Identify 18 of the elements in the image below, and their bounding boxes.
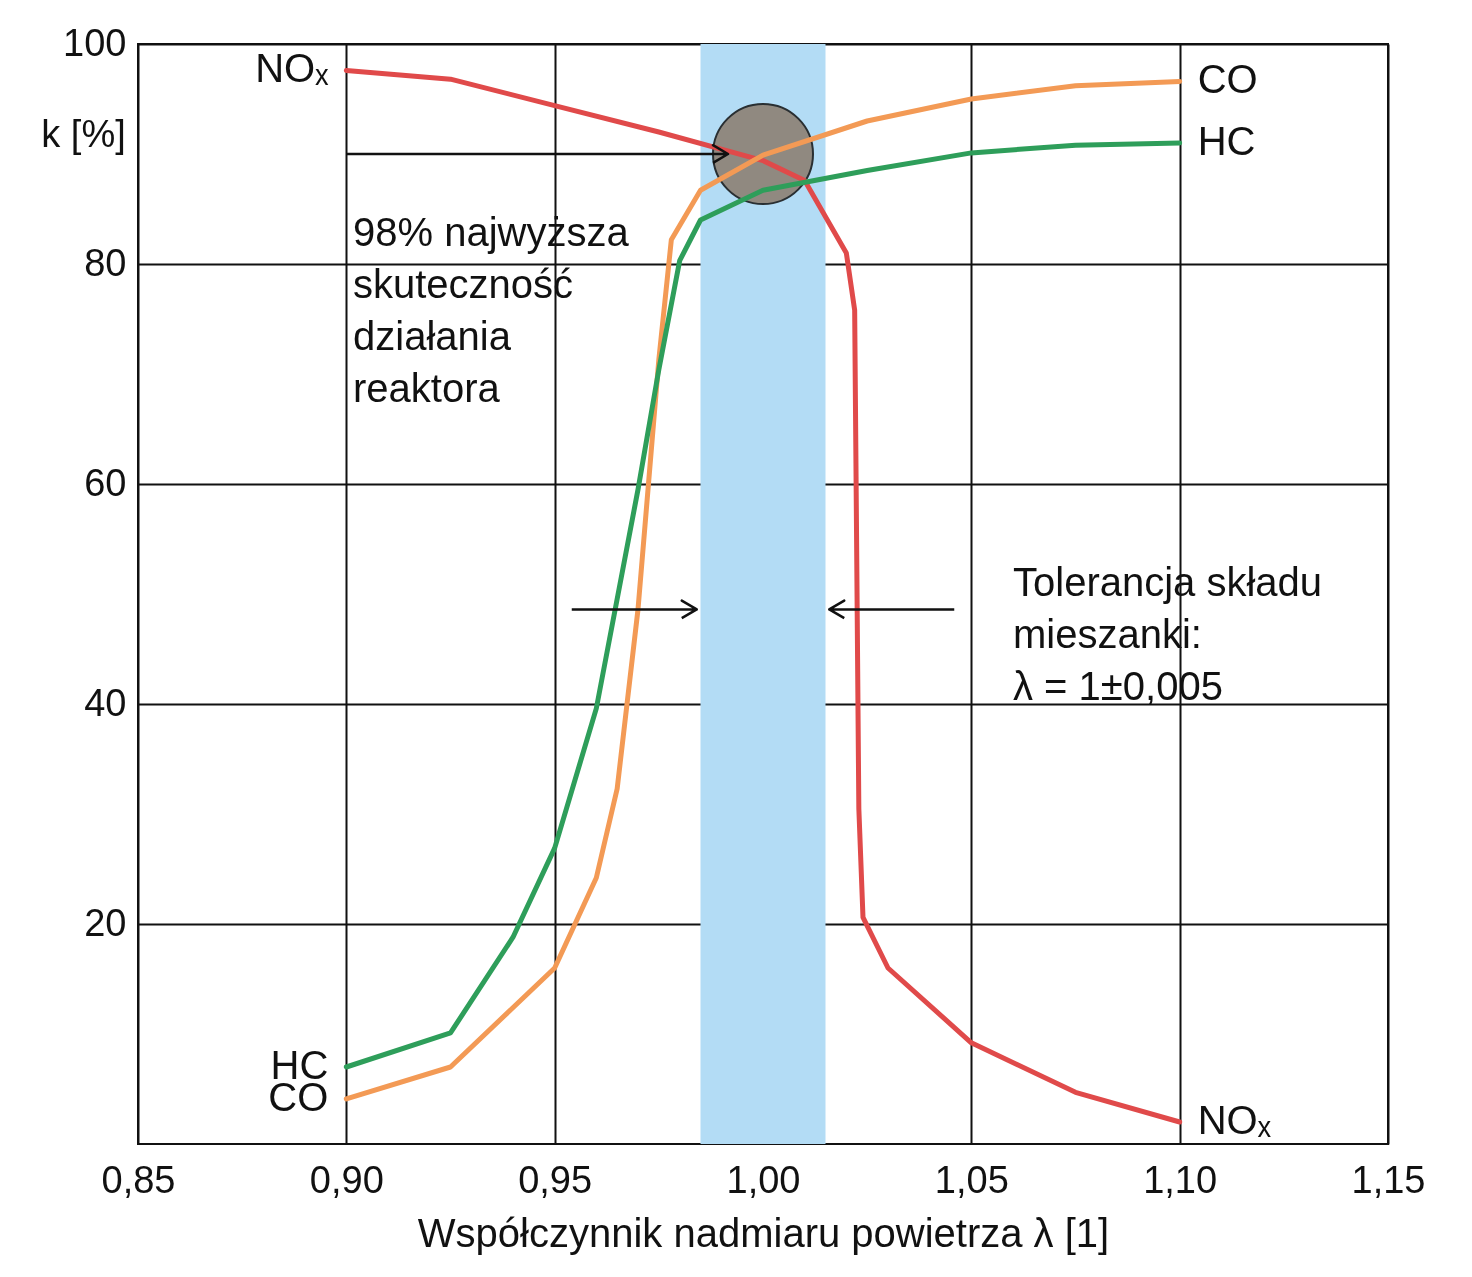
y-axis-title: k [%] xyxy=(41,112,126,155)
x-tick-label: 1,15 xyxy=(1351,1158,1426,1201)
x-tick-label: 1,00 xyxy=(726,1158,801,1201)
x-tick-label: 0,90 xyxy=(309,1158,384,1201)
x-tick-label: 1,10 xyxy=(1143,1158,1218,1201)
x-tick-label: 0,85 xyxy=(101,1158,176,1201)
x-axis-title: Współczynnik nadmiaru powietrza λ [1] xyxy=(417,1210,1110,1255)
text: CO xyxy=(1197,57,1258,102)
y-tick-label: 20 xyxy=(84,901,127,944)
y-tick-label: 40 xyxy=(84,681,127,724)
x-tick-label: 1,05 xyxy=(934,1158,1009,1201)
text: HC xyxy=(1197,119,1256,163)
text: NOₓ xyxy=(1197,1098,1271,1142)
y-tick-label: 60 xyxy=(84,461,127,504)
series-label: NOₓ xyxy=(255,46,330,91)
y-tick-label: 80 xyxy=(84,241,127,284)
x-tick-label: 0,95 xyxy=(518,1158,593,1201)
y-tick-label: 100 xyxy=(63,21,127,64)
